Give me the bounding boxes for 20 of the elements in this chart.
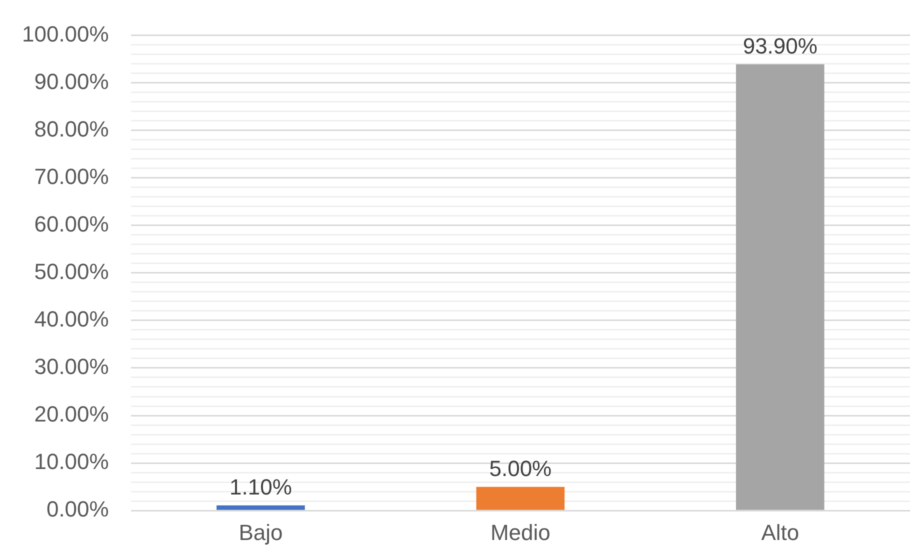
bar bbox=[476, 486, 565, 510]
y-tick-label: 60.00% bbox=[34, 211, 109, 236]
y-tick-label: 0.00% bbox=[46, 496, 109, 522]
x-tick-label: Alto bbox=[761, 520, 800, 545]
bar bbox=[736, 64, 824, 510]
y-tick-label: 20.00% bbox=[34, 402, 109, 427]
y-tick-label: 90.00% bbox=[34, 68, 109, 94]
y-tick-label: 50.00% bbox=[34, 258, 109, 284]
y-tick-label: 10.00% bbox=[34, 449, 109, 474]
x-tick-label: Medio bbox=[490, 520, 550, 545]
y-tick-label: 100.00% bbox=[22, 21, 109, 46]
y-tick-label: 70.00% bbox=[34, 164, 109, 189]
data-label: 93.90% bbox=[742, 33, 818, 58]
y-tick-label: 30.00% bbox=[34, 354, 109, 380]
x-tick-label: Bajo bbox=[238, 520, 283, 545]
data-label: 5.00% bbox=[489, 456, 552, 481]
y-tick-label: 40.00% bbox=[34, 306, 109, 332]
data-label: 1.10% bbox=[230, 474, 292, 500]
bar bbox=[216, 505, 305, 510]
y-tick-label: 80.00% bbox=[34, 116, 109, 142]
